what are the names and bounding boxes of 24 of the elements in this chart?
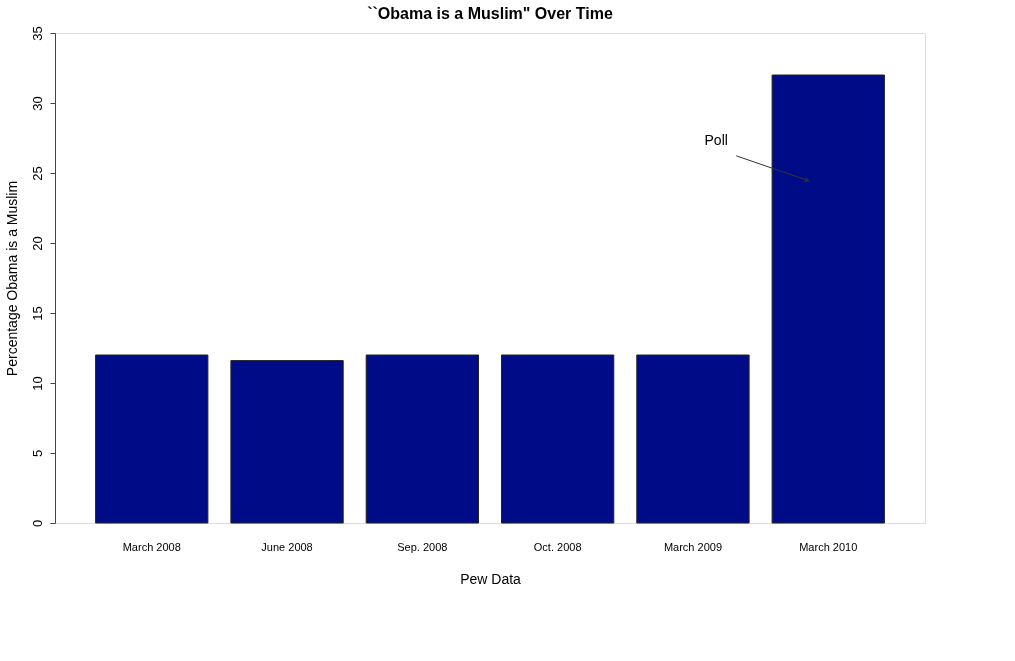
y-axis-title: Percentage Obama is a Muslim — [3, 180, 20, 377]
y-tick-label: 30 — [29, 96, 45, 111]
y-tick-label: 35 — [29, 26, 45, 41]
y-tick-label: 20 — [29, 236, 45, 251]
x-tick-label: March 2009 — [663, 540, 722, 553]
y-tick-label: 5 — [29, 449, 45, 458]
bar — [636, 354, 750, 524]
y-tick-label: 10 — [29, 376, 45, 391]
bar — [95, 354, 209, 524]
bar — [771, 74, 885, 524]
chart-title: ``Obama is a Muslim" Over Time — [367, 4, 613, 22]
x-axis-title: Pew Data — [460, 570, 522, 587]
bar — [230, 360, 344, 524]
y-tick-label: 25 — [29, 166, 45, 181]
x-tick-label: March 2008 — [122, 540, 181, 553]
x-tick-label: March 2010 — [799, 540, 858, 553]
x-tick-label: June 2008 — [261, 540, 313, 553]
x-tick-label: Sep. 2008 — [397, 540, 448, 553]
bar — [501, 354, 615, 524]
annotation: Poll — [704, 131, 728, 148]
x-tick-label: Oct. 2008 — [533, 540, 582, 553]
y-tick-label: 0 — [29, 519, 45, 528]
bar — [365, 354, 479, 524]
y-tick-label: 15 — [29, 306, 45, 321]
